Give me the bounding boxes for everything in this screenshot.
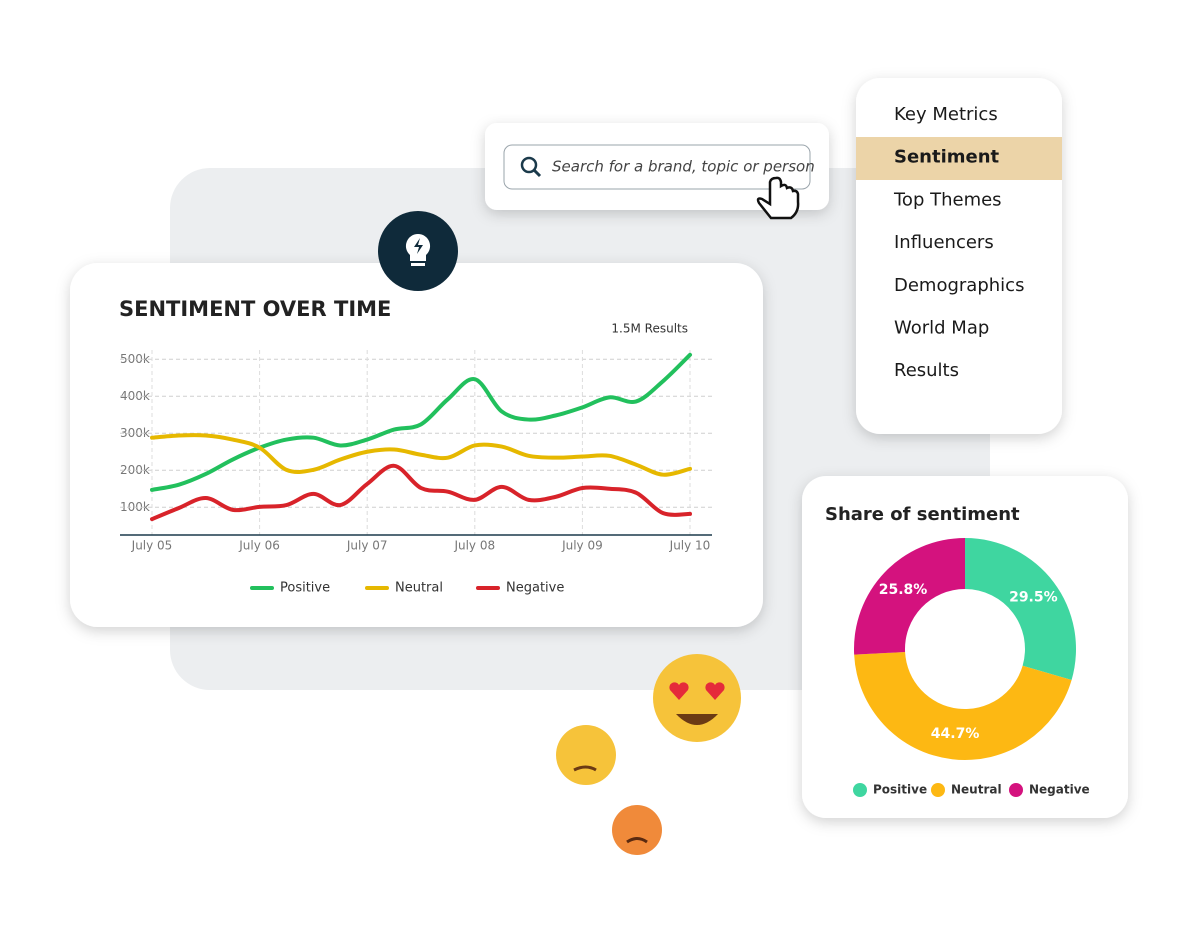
slice-label: 44.7% bbox=[931, 726, 980, 742]
emoji-thinking-mouth bbox=[573, 765, 597, 772]
pie-title: Share of sentiment bbox=[825, 504, 1020, 525]
menu-item[interactable]: Results bbox=[894, 360, 959, 381]
emoji-eyes bbox=[669, 682, 725, 700]
results-count: 1.5M Results bbox=[611, 322, 688, 336]
x-tick-label: July 08 bbox=[453, 539, 495, 553]
pie-slice bbox=[854, 652, 1072, 761]
slice-label: 25.8% bbox=[879, 582, 928, 598]
slice-label: 29.5% bbox=[1009, 590, 1058, 606]
bulb-base bbox=[411, 263, 425, 266]
series-line bbox=[150, 433, 692, 477]
emoji-love bbox=[653, 654, 741, 742]
series-line bbox=[150, 352, 692, 492]
bolt bbox=[414, 238, 423, 254]
legend-label: Neutral bbox=[951, 783, 1002, 797]
legend-dot bbox=[853, 783, 867, 797]
menu-highlight bbox=[856, 137, 1062, 180]
menu-item[interactable]: Top Themes bbox=[893, 189, 1002, 210]
legend-label: Positive bbox=[280, 581, 330, 596]
search-icon-handle bbox=[532, 168, 542, 178]
legend-dot bbox=[931, 783, 945, 797]
menu-item[interactable]: Demographics bbox=[894, 275, 1024, 296]
menu-item[interactable]: Influencers bbox=[894, 232, 994, 253]
menu-item[interactable]: Sentiment bbox=[894, 147, 1000, 168]
emoji-angry bbox=[612, 805, 662, 855]
emoji-mouth bbox=[676, 714, 718, 725]
pie-slice bbox=[965, 538, 1077, 680]
x-tick-label: July 06 bbox=[238, 539, 280, 553]
x-tick-label: July 09 bbox=[561, 539, 603, 553]
pointer-hand bbox=[756, 176, 800, 220]
legend-label: Negative bbox=[506, 581, 564, 596]
menu-card bbox=[856, 78, 1062, 434]
legend-label: Positive bbox=[873, 783, 927, 797]
legend-dot bbox=[1009, 783, 1023, 797]
menu-item[interactable]: World Map bbox=[894, 318, 989, 339]
chart-title: SENTIMENT OVER TIME bbox=[119, 297, 391, 321]
emoji-thinking bbox=[556, 725, 616, 785]
search-input[interactable] bbox=[503, 144, 811, 190]
series-line bbox=[150, 463, 692, 522]
legend-label: Neutral bbox=[395, 581, 443, 596]
x-tick-label: July 05 bbox=[131, 539, 173, 553]
search-icon bbox=[520, 156, 538, 174]
x-tick-label: July 07 bbox=[346, 539, 388, 553]
pie-slice bbox=[854, 538, 965, 655]
emoji-angry-mouth bbox=[626, 837, 648, 844]
line-card bbox=[70, 263, 763, 627]
x-tick-label: July 10 bbox=[669, 539, 711, 553]
bulb-shape bbox=[405, 233, 431, 261]
menu-item[interactable]: Key Metrics bbox=[894, 104, 998, 125]
search-placeholder: Search for a brand, topic or person bbox=[552, 158, 815, 176]
legend-label: Negative bbox=[1029, 783, 1090, 797]
pie-card bbox=[802, 476, 1128, 818]
